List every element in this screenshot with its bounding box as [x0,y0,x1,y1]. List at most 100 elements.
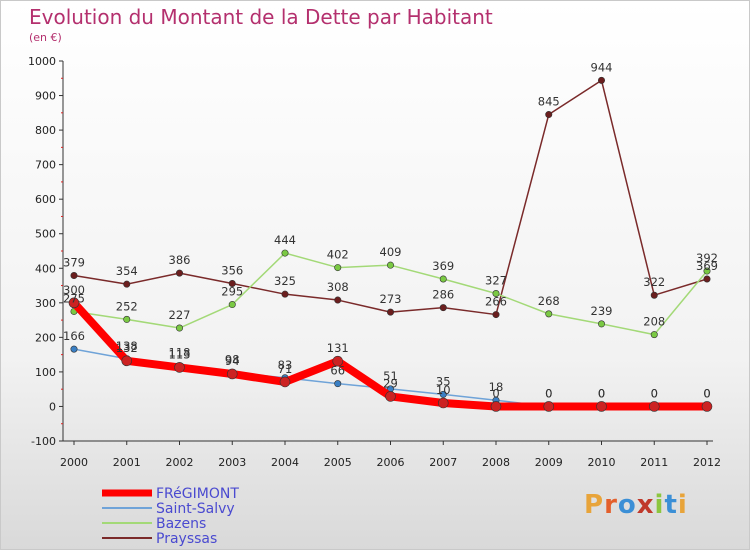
data-label: 369 [696,259,718,273]
data-point [385,391,396,402]
data-point [492,289,500,297]
x-tick-label: 2011 [640,456,668,469]
data-point [70,345,78,353]
data-point [545,310,553,318]
logo-letter: r [604,490,618,520]
data-label: 35 [436,374,451,388]
data-point [332,355,344,367]
data-point [701,401,713,412]
x-tick-label: 2008 [482,456,510,469]
data-label: 166 [63,329,85,343]
x-tick-label: 2007 [429,456,457,469]
data-label: 83 [278,358,293,372]
data-label: 98 [225,353,240,367]
data-point [490,401,502,412]
data-label: 0 [651,386,658,400]
data-point [334,296,342,304]
data-point [439,304,447,312]
data-label: 275 [63,291,85,305]
data-point [228,279,236,287]
y-tick-label: 300 [35,297,56,310]
data-label: 322 [643,275,665,289]
data-label: 308 [327,280,349,294]
legend-label: FRéGIMONT [156,486,239,502]
data-label: 356 [221,263,243,277]
y-tick-label: 400 [35,262,56,275]
data-point [492,311,500,319]
data-point [386,261,394,269]
data-label: 0 [598,386,605,400]
data-label: 379 [63,256,85,270]
logo-letter: o [617,490,637,520]
legend-label: Bazens [156,516,206,532]
data-label: 0 [703,386,710,400]
data-point [228,301,236,309]
data-point [176,269,184,277]
data-label: 944 [591,60,613,74]
data-label: 208 [643,315,665,329]
data-label: 392 [696,251,718,265]
data-point [68,297,80,309]
data-point [334,264,342,272]
series-line-prayssas [73,79,708,316]
data-label: 118 [169,346,191,360]
legend-label: Saint-Salvy [156,501,235,517]
data-point [123,315,131,323]
x-tick-label: 2009 [535,456,563,469]
logo-letter: P [584,490,605,520]
y-tick-label: -100 [31,435,56,448]
data-label: 327 [485,273,507,287]
data-point [281,290,289,298]
data-point [281,249,289,257]
data-point [226,368,238,380]
data-label: 369 [432,259,454,273]
data-label: 138 [116,339,138,353]
x-tick-label: 2002 [166,456,194,469]
data-label: 402 [327,248,349,262]
data-point [597,76,605,84]
data-point [650,331,658,339]
data-point [70,272,78,280]
data-label: 131 [327,341,349,355]
data-label: 18 [489,380,504,394]
data-label: 227 [169,308,191,322]
data-label: 0 [492,386,499,400]
data-label: 71 [278,362,293,376]
y-tick-label: 800 [35,124,56,137]
data-label: 409 [380,245,402,259]
chart-subtitle: (en €) [29,31,62,44]
data-label: 239 [591,304,613,318]
chart-title: Evolution du Montant de la Dette par Hab… [29,5,493,29]
data-label: 286 [432,288,454,302]
logo-letter: i [677,490,688,520]
data-label: 268 [538,294,560,308]
data-label: 444 [274,233,296,247]
x-tick-label: 2010 [588,456,616,469]
y-tick-label: 100 [35,366,56,379]
data-label: 273 [380,292,402,306]
data-point [437,397,449,409]
data-label: 295 [221,285,243,299]
data-point [439,390,447,398]
data-label: 354 [116,264,138,278]
y-tick-label: 600 [35,193,56,206]
data-label: 94 [225,354,240,368]
data-label: 132 [116,341,138,355]
data-point [386,308,394,316]
data-point [176,324,184,332]
data-label: 29 [383,376,398,390]
data-label: 0 [545,386,552,400]
logo-letter: i [654,490,665,520]
y-tick-label: 0 [49,400,56,413]
data-point [174,362,185,373]
data-label: 66 [330,364,345,378]
data-point [279,376,291,388]
data-point [123,280,131,288]
data-point [597,320,605,328]
data-label: 51 [383,369,398,383]
data-label: 113 [169,347,191,361]
data-label: 845 [538,95,560,109]
data-point [648,401,660,412]
